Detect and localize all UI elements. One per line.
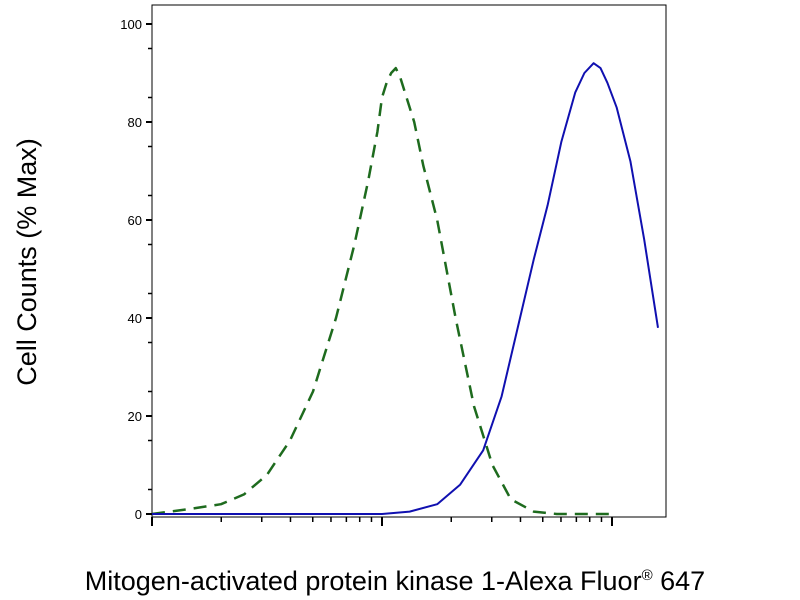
y-tick-label: 60 bbox=[128, 213, 142, 228]
series-1-line bbox=[151, 66, 612, 516]
y-tick-label: 80 bbox=[128, 115, 142, 130]
x-axis-title-suffix: 647 bbox=[653, 566, 706, 596]
y-tick-label: 20 bbox=[128, 409, 142, 424]
y-tick-label: 100 bbox=[120, 17, 142, 32]
y-tick-label: 40 bbox=[128, 311, 142, 326]
y-axis: 0 20 40 60 80 100 bbox=[120, 17, 152, 522]
y-tick-label: 0 bbox=[135, 507, 142, 522]
x-axis-title-superscript: ® bbox=[642, 567, 653, 584]
series-2-line bbox=[152, 62, 659, 515]
x-axis-title-main: Mitogen-activated protein kinase 1-Alexa… bbox=[85, 566, 642, 596]
series-layer bbox=[151, 62, 659, 516]
x-axis-title: Mitogen-activated protein kinase 1-Alexa… bbox=[85, 566, 705, 596]
x-axis bbox=[151, 517, 613, 526]
y-axis-title: Cell Counts (% Max) bbox=[12, 138, 42, 386]
plot-frame bbox=[151, 4, 667, 518]
